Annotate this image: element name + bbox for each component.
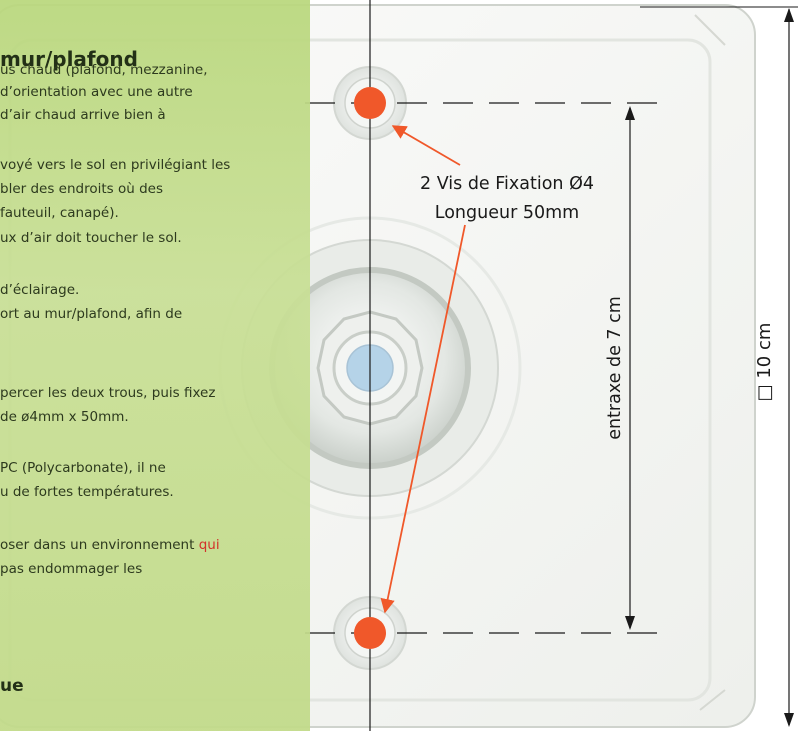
size-arrow-bottom [784, 713, 794, 727]
plate-bevel-br [699, 689, 726, 711]
size-arrow-top [784, 8, 794, 22]
panel-text-line: d’éclairage. [0, 282, 80, 298]
spacing-arrow-bottom [625, 616, 635, 630]
pointer-arrow-top [391, 125, 461, 166]
instructions-panel [0, 0, 310, 731]
pointer-arrow-bottom [380, 224, 466, 614]
size-label: □ 10 cm [754, 323, 775, 402]
panel-title: mur/plafond [0, 47, 138, 71]
panel-text-line: d’air chaud arrive bien à [0, 107, 166, 123]
panel-text-line: percer les deux trous, puis fixez [0, 385, 216, 401]
screw-marker-top [354, 87, 386, 119]
panel-text-line: d’orientation avec une autre [0, 84, 193, 100]
panel-text-line: us chaud (plafond, mezzanine, [0, 62, 208, 78]
panel-text-line: oser dans un environnement qui [0, 537, 220, 553]
plate-bevel-tr [694, 14, 726, 46]
panel-text-line: PC (Polycarbonate), il ne [0, 460, 166, 476]
spacing-arrow-top [625, 106, 635, 120]
panel-text-line: ort au mur/plafond, afin de [0, 306, 183, 322]
panel-highlight-word: qui [194, 537, 220, 553]
panel-text-line: ux d’air doit toucher le sol. [0, 230, 182, 246]
spacing-label: entraxe de 7 cm [605, 296, 625, 440]
panel-text-line: pas endommager les [0, 561, 143, 577]
panel-text-line: voyé vers le sol en privilégiant les [0, 157, 231, 173]
panel-text-line: bler des endroits où des [0, 181, 163, 197]
panel-text-line: u de fortes températures. [0, 484, 174, 500]
screw-label-line1: 2 Vis de Fixation Ø4 [420, 174, 594, 194]
screw-marker-bottom [354, 617, 386, 649]
panel-text-line: fauteuil, canapé). [0, 205, 119, 221]
screw-label-line2: Longueur 50mm [435, 203, 579, 223]
panel-text-line: de ø4mm x 50mm. [0, 409, 129, 425]
panel-footer: ue [0, 676, 24, 696]
